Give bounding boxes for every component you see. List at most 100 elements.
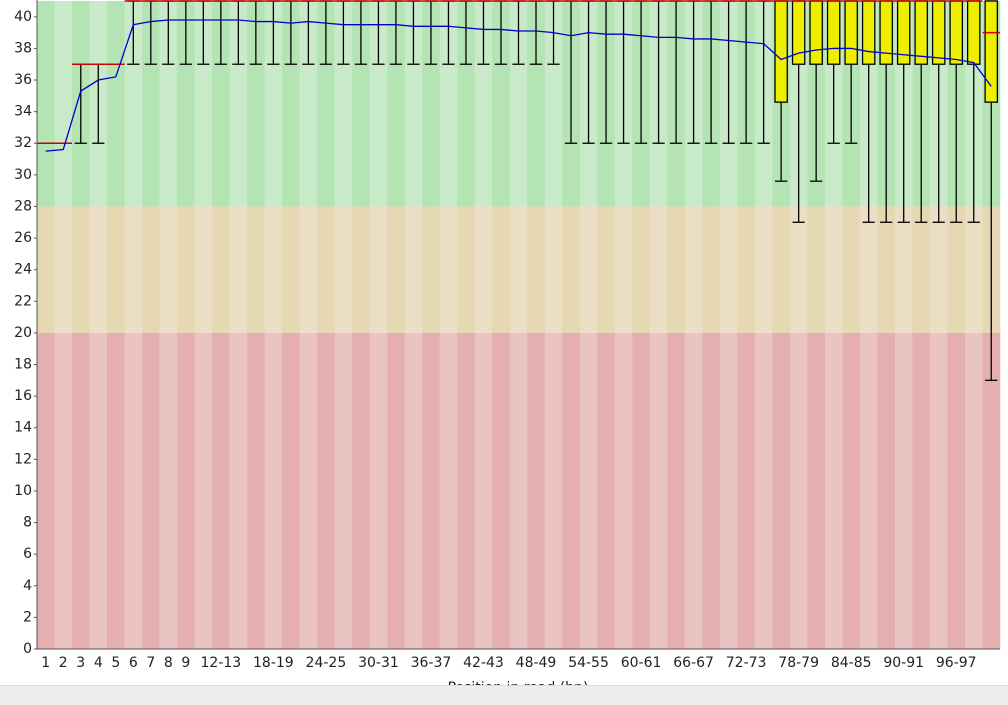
x-tick-label: 12-13 [201, 655, 242, 671]
quality-zone [282, 332, 300, 649]
quality-zone [387, 206, 405, 333]
quality-zone [947, 332, 966, 649]
quality-zone [89, 332, 108, 649]
x-tick-label: 4 [94, 655, 103, 671]
box [774, 0, 788, 103]
box [879, 0, 893, 65]
quality-zone [457, 206, 476, 333]
quality-zone [684, 206, 703, 333]
quality-zone [54, 206, 73, 333]
x-tick-label: 36-37 [411, 655, 452, 671]
quality-zone [247, 1, 265, 207]
box [861, 0, 876, 65]
box [931, 0, 946, 65]
x-tick-label: 48-49 [516, 655, 557, 671]
quality-zone [37, 1, 55, 207]
quality-zone [177, 332, 195, 649]
quality-zone [947, 206, 966, 333]
quality-zone [894, 332, 913, 649]
quality-zone [264, 1, 283, 207]
quality-zone [719, 206, 738, 333]
y-tick-label: 22 [14, 293, 32, 309]
quality-zone [702, 206, 721, 333]
quality-zone [964, 332, 983, 649]
x-tick-label: 60-61 [621, 655, 662, 671]
quality-zone [509, 1, 528, 207]
quality-zone [667, 206, 686, 333]
quality-zone [929, 206, 948, 333]
x-tick-label: 54-55 [568, 655, 609, 671]
quality-zone [457, 1, 476, 207]
x-tick-label: 8 [164, 655, 173, 671]
y-tick-label: 38 [14, 40, 32, 56]
y-tick-label: 2 [23, 609, 32, 625]
quality-zone [422, 206, 441, 333]
quality-zone [387, 332, 405, 649]
quality-zone [544, 332, 563, 649]
quality-zone [72, 332, 90, 649]
quality-zone [212, 1, 230, 207]
quality-zone [352, 1, 370, 207]
quality-zone [737, 206, 756, 333]
quality-zone [597, 332, 616, 649]
quality-zone [579, 206, 598, 333]
x-tick-label: 30-31 [358, 655, 399, 671]
quality-zone [474, 206, 493, 333]
quality-zone [807, 206, 826, 333]
quality-zone [877, 332, 896, 649]
quality-zone [509, 206, 528, 333]
x-tick-label: 24-25 [306, 655, 347, 671]
x-tick-label: 5 [111, 655, 120, 671]
quality-zone [789, 206, 808, 333]
quality-zone [422, 1, 441, 207]
quality-zone [142, 332, 160, 649]
quality-zone [107, 1, 125, 207]
y-tick-label: 24 [14, 262, 32, 278]
y-tick-label: 30 [14, 167, 32, 183]
box [809, 0, 823, 65]
quality-zone [824, 332, 843, 649]
quality-zone [194, 1, 213, 207]
y-tick-label: 0 [23, 641, 32, 657]
x-tick-label: 2 [59, 655, 68, 671]
y-tick-label: 20 [14, 325, 32, 341]
box [984, 0, 999, 103]
y-tick-label: 10 [14, 483, 32, 499]
quality-zone [299, 332, 318, 649]
quality-zone [37, 206, 55, 333]
quality-zone [474, 332, 493, 649]
quality-zone [54, 1, 73, 207]
x-axis-title: Position in read (bp) [448, 680, 589, 685]
quality-zone [667, 332, 686, 649]
quality-zone [894, 206, 913, 333]
quality-zone [509, 332, 528, 649]
y-tick-label: 14 [14, 420, 32, 436]
quality-zone [474, 1, 493, 207]
quality-zone [194, 332, 213, 649]
quality-zone [247, 206, 265, 333]
x-tick-label: 42-43 [463, 655, 504, 671]
y-tick-label: 28 [14, 198, 32, 214]
quality-zone [317, 1, 335, 207]
quality-zone [614, 332, 633, 649]
x-tick-label: 72-73 [726, 655, 767, 671]
y-tick-label: 12 [14, 451, 32, 467]
quality-zone [124, 206, 143, 333]
quality-zone [544, 1, 563, 207]
quality-zone [982, 332, 1001, 649]
quality-zone [422, 332, 441, 649]
quality-zone [334, 1, 353, 207]
quality-zone [142, 1, 160, 207]
y-tick-label: 8 [23, 515, 32, 531]
quality-zone [229, 1, 248, 207]
quality-zone [334, 206, 353, 333]
quality-zone [404, 1, 423, 207]
box [914, 0, 928, 65]
quality-zone [614, 206, 633, 333]
x-tick-label: 6 [129, 655, 138, 671]
quality-zone [579, 332, 598, 649]
quality-zone [229, 206, 248, 333]
quality-zone [544, 206, 563, 333]
